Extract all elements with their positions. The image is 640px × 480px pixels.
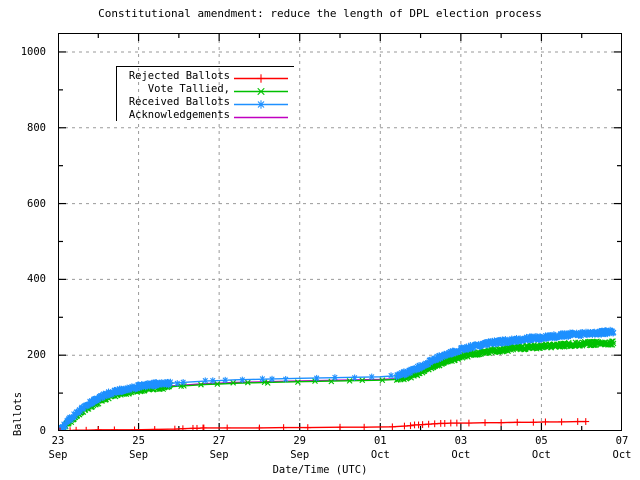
series-received-ballots — [58, 326, 617, 431]
gridlines — [58, 33, 622, 431]
x-tick-day: 29 — [293, 435, 307, 447]
x-tick-label: 23 Sep — [49, 434, 68, 462]
x-tick-day: 01 — [373, 435, 387, 447]
data-marker — [256, 74, 266, 83]
legend-item-label: Vote Tallied, — [147, 83, 230, 95]
data-marker — [379, 377, 386, 384]
x-tick-month: Oct — [370, 449, 390, 461]
legend-item-label: Rejected Ballots — [128, 70, 230, 82]
marker-stroke — [198, 381, 204, 388]
x-tick-day: 07 — [615, 435, 629, 447]
x-tick-label: 05 Oct — [532, 434, 551, 462]
x-tick-month: Sep — [290, 449, 310, 461]
x-tick-day: 05 — [535, 435, 548, 447]
y-tick-label: 0 — [39, 425, 46, 437]
marker-stroke — [264, 380, 271, 386]
x-tick-day: 25 — [132, 435, 145, 447]
legend-item-swatch — [232, 70, 290, 83]
x-tick-label: 01 Oct — [371, 434, 390, 462]
data-marker — [214, 381, 221, 387]
x-tick-month: Oct — [612, 449, 632, 461]
x-tick-day: 23 — [51, 435, 65, 447]
legend-swatch-svg — [234, 116, 288, 119]
legend-item[interactable]: Vote Tallied, — [120, 83, 292, 96]
x-tick-day: 27 — [212, 435, 226, 447]
legend-item-swatch — [232, 83, 290, 96]
y-axis-title-wrap: Ballots — [4, 193, 24, 436]
data-marker — [294, 379, 301, 386]
x-tick-month: Oct — [531, 449, 551, 461]
x-tick-month: Sep — [48, 449, 68, 461]
marker-stroke — [467, 349, 474, 356]
x-tick-label: 07 Oct — [613, 434, 632, 462]
legend-item[interactable]: Acknowledgements — [120, 109, 292, 122]
chart-title: Constitutional amendment: reduce the len… — [98, 7, 542, 20]
series-markers — [58, 326, 617, 431]
data-marker — [244, 379, 251, 386]
marker-stroke — [560, 340, 566, 347]
x-tick-label: 29 Sep — [290, 434, 309, 462]
x-tick-label: 25 Sep — [129, 434, 148, 462]
marker-stroke — [261, 379, 268, 386]
marker-stroke — [214, 381, 221, 387]
x-tick-label: 27 Sep — [210, 434, 229, 462]
marker-stroke — [346, 378, 353, 384]
x-tick-month: Sep — [129, 449, 149, 461]
y-axis-title: Ballots — [12, 391, 24, 437]
y-tick-label: 600 — [27, 197, 46, 210]
legend-item-swatch — [232, 96, 290, 109]
x-tick-month: Sep — [209, 449, 229, 461]
data-marker — [359, 377, 366, 384]
legend-item[interactable]: Rejected Ballots — [120, 70, 292, 83]
x-tick-day: 03 — [454, 435, 468, 447]
legend-item-swatch — [232, 109, 290, 122]
y-tick-label: 1000 — [20, 46, 46, 58]
chart-canvas — [58, 33, 622, 431]
data-marker — [610, 340, 617, 347]
y-tick-label: 800 — [27, 121, 46, 134]
legend-item-label: Acknowledgements — [128, 109, 230, 121]
marker-stroke — [379, 377, 386, 384]
x-axis-title: Date/Time (UTC) — [272, 464, 368, 476]
x-tick-month: Oct — [451, 449, 471, 461]
y-tick-label: 200 — [27, 349, 46, 362]
y-tick-label: 400 — [27, 273, 46, 286]
marker-stroke — [294, 379, 301, 386]
x-tick-label: 03 Oct — [451, 434, 470, 462]
y-axis-tick-labels: 0 200 400 600 800 1000 — [0, 33, 54, 437]
marker-stroke — [610, 338, 616, 344]
plot-area: Rejected Ballots Vote Tallied, Received Ba… — [58, 33, 622, 431]
legend-item[interactable]: Received Ballots — [120, 96, 292, 109]
marker-stroke — [359, 377, 366, 384]
data-marker — [230, 379, 237, 386]
marker-stroke — [244, 379, 251, 386]
legend-item-label: Received Ballots — [128, 96, 230, 108]
data-marker — [198, 381, 204, 388]
data-marker — [346, 378, 353, 384]
marker-stroke — [610, 340, 617, 347]
chart-legend: Rejected Ballots Vote Tallied, Received Ba… — [116, 66, 296, 122]
marker-stroke — [230, 379, 237, 386]
data-marker — [264, 380, 271, 386]
